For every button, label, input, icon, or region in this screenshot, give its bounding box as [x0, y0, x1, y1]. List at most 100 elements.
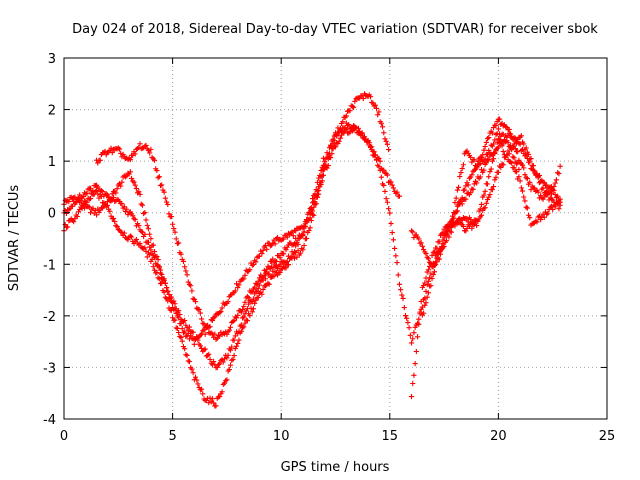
- data-point: [254, 254, 260, 260]
- data-point: [555, 170, 561, 176]
- data-point: [492, 177, 498, 183]
- data-point: [294, 254, 300, 260]
- data-point: [440, 230, 446, 236]
- data-point: [454, 203, 460, 209]
- data-point: [538, 178, 544, 185]
- data-point: [486, 134, 492, 141]
- data-point: [329, 151, 335, 157]
- data-point: [119, 229, 125, 236]
- data-point: [424, 294, 430, 300]
- data-point: [214, 364, 220, 371]
- data-point: [498, 164, 504, 171]
- data-point: [454, 187, 460, 193]
- data-point: [383, 138, 389, 144]
- data-point: [390, 237, 397, 243]
- data-point: [359, 130, 365, 136]
- data-point: [497, 137, 503, 143]
- data-point: [127, 169, 133, 175]
- data-point: [208, 399, 214, 405]
- data-point: [410, 336, 416, 342]
- data-point: [157, 182, 164, 189]
- data-point: [530, 163, 536, 169]
- data-point: [194, 377, 200, 383]
- data-point: [219, 305, 225, 311]
- data-point: [336, 138, 342, 144]
- data-point: [266, 281, 272, 287]
- data-point: [106, 149, 112, 155]
- data-point: [532, 168, 538, 174]
- data-point: [236, 328, 242, 334]
- data-point: [154, 167, 160, 174]
- data-point: [500, 162, 506, 168]
- data-point: [219, 356, 225, 363]
- data-point: [325, 155, 331, 162]
- data-point: [410, 229, 416, 235]
- data-point: [106, 194, 112, 200]
- data-point: [182, 317, 188, 324]
- data-point: [535, 189, 541, 195]
- chart-title: Day 024 of 2018, Sidereal Day-to-day VTE…: [72, 22, 598, 37]
- data-point: [235, 285, 241, 291]
- data-point: [230, 318, 236, 325]
- data-point: [145, 239, 152, 245]
- data-point: [402, 312, 409, 319]
- data-point: [434, 245, 440, 251]
- data-point: [400, 295, 406, 302]
- data-point: [150, 264, 156, 270]
- data-point: [297, 250, 304, 256]
- data-point: [411, 372, 417, 378]
- data-point: [277, 255, 283, 261]
- data-point: [516, 166, 522, 173]
- data-point: [410, 380, 416, 387]
- data-point: [540, 185, 546, 191]
- data-point: [207, 324, 213, 330]
- data-point: [197, 343, 203, 349]
- data-point: [347, 129, 353, 135]
- data-point: [242, 299, 248, 305]
- data-point: [477, 206, 483, 212]
- data-point: [416, 321, 422, 327]
- data-point: [166, 291, 172, 298]
- data-point: [405, 319, 411, 326]
- data-point: [118, 183, 124, 189]
- data-point: [552, 180, 558, 186]
- data-point: [486, 194, 492, 200]
- data-point: [495, 126, 501, 132]
- y-axis-label: SDTVAR / TECUs: [7, 185, 22, 292]
- data-point: [372, 102, 378, 108]
- data-point: [227, 362, 234, 368]
- data-point: [317, 184, 323, 190]
- y-tick-label: 2: [48, 104, 56, 119]
- data-point: [550, 206, 556, 213]
- data-point: [474, 180, 480, 186]
- data-point: [192, 374, 199, 380]
- data-point: [523, 204, 529, 210]
- data-point: [414, 334, 421, 340]
- data-point: [151, 255, 158, 261]
- data-point: [430, 271, 436, 278]
- data-point: [75, 209, 82, 215]
- data-point: [525, 151, 532, 158]
- data-point: [185, 279, 191, 285]
- data-point: [133, 185, 139, 192]
- data-point: [447, 228, 453, 234]
- data-point: [116, 146, 123, 152]
- data-point: [131, 179, 137, 185]
- data-point: [137, 240, 143, 247]
- data-point: [309, 195, 316, 202]
- data-point: [312, 199, 318, 205]
- data-point: [469, 172, 475, 178]
- data-point: [379, 124, 386, 130]
- data-point: [231, 317, 237, 324]
- data-point: [66, 207, 72, 213]
- data-point: [484, 196, 491, 203]
- data-point: [211, 400, 217, 406]
- data-point: [494, 139, 500, 145]
- data-point: [137, 191, 143, 198]
- data-point: [511, 141, 517, 147]
- data-point: [241, 303, 247, 309]
- data-point: [422, 302, 428, 308]
- data-point: [190, 296, 196, 302]
- data-point: [173, 236, 179, 242]
- data-point: [230, 356, 236, 363]
